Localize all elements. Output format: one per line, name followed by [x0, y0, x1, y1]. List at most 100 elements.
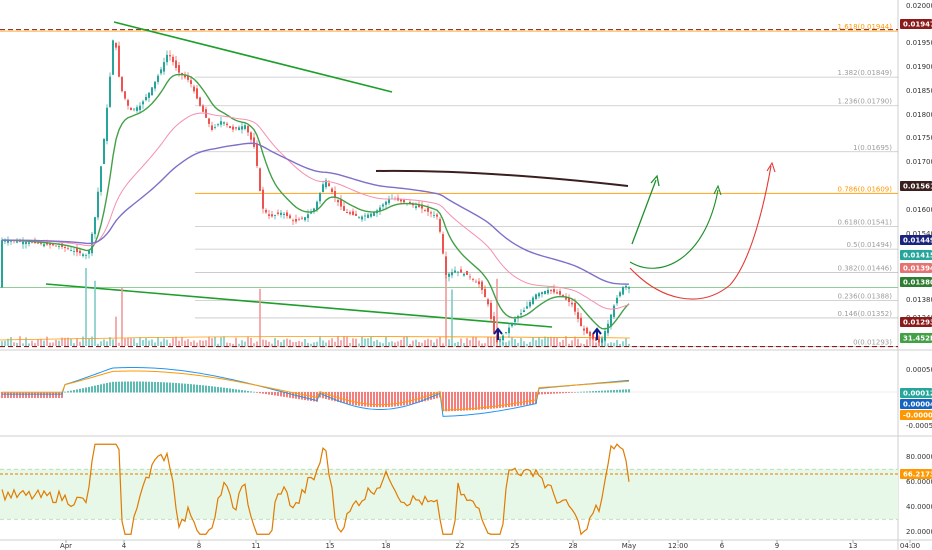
macd-histogram-bar	[601, 390, 603, 393]
macd-histogram-bar	[64, 391, 66, 393]
volume-bar	[274, 337, 276, 346]
candle-body	[367, 214, 369, 218]
candle-body	[280, 212, 282, 215]
candle-body	[118, 45, 120, 77]
volume-bar	[487, 336, 489, 346]
resistance-curve	[375, 169, 629, 187]
macd-panel	[0, 367, 898, 417]
macd-histogram-bar	[103, 383, 105, 393]
volume-bar	[412, 340, 414, 346]
candle-body	[559, 291, 561, 295]
macd-histogram-bar	[340, 392, 342, 403]
volume-bar	[538, 337, 540, 346]
volume-bar	[109, 337, 111, 346]
macd-histogram-bar	[409, 392, 411, 405]
macd-tag	[900, 410, 932, 420]
macd-histogram-bar	[196, 384, 198, 393]
volume-bar	[358, 343, 360, 346]
macd-tick-label: -0.00050	[906, 422, 932, 430]
volume-bar	[463, 343, 465, 346]
volume-bar	[202, 340, 204, 346]
macd-histogram-bar	[88, 386, 90, 393]
volume-bar	[169, 343, 171, 346]
macd-histogram-bar	[67, 391, 69, 393]
candle-body	[532, 297, 534, 305]
candle-body	[556, 292, 558, 294]
macd-histogram-bar	[457, 392, 459, 411]
macd-histogram-bar	[241, 390, 243, 393]
volume-ma	[0, 336, 631, 341]
macd-histogram-bar	[442, 392, 444, 412]
macd-histogram-bar	[388, 392, 390, 407]
macd-histogram-bar	[187, 383, 189, 393]
volume-bar	[343, 336, 345, 346]
price-tag	[900, 317, 932, 327]
candle-body	[289, 215, 291, 219]
volume-bar	[559, 342, 561, 346]
candle-body	[265, 210, 267, 213]
candle-body	[457, 271, 459, 273]
candle-body	[337, 199, 339, 203]
volume-bar	[325, 342, 327, 346]
macd-histogram-bar	[352, 392, 354, 405]
candle-body	[487, 299, 489, 305]
volume-bar	[514, 339, 516, 346]
macd-histogram-bar	[619, 389, 621, 393]
fib-label: 0.5(0.01494)	[846, 241, 892, 249]
volume-bar	[277, 340, 279, 346]
macd-histogram-bar	[622, 389, 624, 393]
macd-histogram-bar	[184, 383, 186, 393]
candle-body	[268, 214, 270, 216]
macd-histogram-bar	[544, 392, 546, 395]
candle-body	[49, 243, 51, 245]
candle-body	[433, 215, 435, 216]
macd-histogram-bar	[454, 392, 456, 412]
candle-body	[52, 244, 54, 246]
candle-body	[421, 204, 423, 209]
macd-histogram-bar	[118, 381, 120, 393]
time-tick-label: Apr	[60, 542, 72, 550]
macd-histogram-bar	[526, 392, 528, 405]
candle-body	[355, 213, 357, 216]
macd-tag-text: 0.00004	[903, 401, 932, 409]
candle-body	[22, 241, 24, 245]
candle-body	[400, 199, 402, 202]
volume-bar	[457, 341, 459, 346]
macd-tag	[900, 388, 932, 398]
macd-histogram-bar	[58, 392, 60, 398]
macd-histogram-bar	[553, 392, 555, 394]
volume-bar	[286, 338, 288, 346]
candle-body	[271, 214, 273, 217]
volume-bar	[268, 341, 270, 346]
candle-body	[448, 273, 450, 277]
macd-histogram-bar	[142, 381, 144, 393]
macd-histogram-bar	[208, 385, 210, 393]
volume-bar	[97, 343, 99, 346]
macd-histogram-bar	[298, 392, 300, 400]
time-tick-label: May	[622, 542, 636, 550]
macd-histogram-bar	[136, 381, 138, 393]
candle-body	[553, 289, 555, 293]
volume-bar	[127, 337, 129, 346]
volume-bar	[472, 336, 474, 346]
macd-histogram-bar	[91, 386, 93, 393]
candle-body	[451, 272, 453, 276]
macd-histogram-bar	[595, 390, 597, 393]
volume-bar	[40, 338, 42, 346]
macd-histogram-bar	[109, 382, 111, 393]
rsi-line	[1, 443, 630, 536]
volume-bar	[505, 342, 507, 346]
candle-body	[229, 126, 231, 129]
volume-bar	[10, 337, 12, 346]
time-tick-label: 22	[456, 542, 465, 550]
macd-histogram-bar	[43, 392, 45, 398]
macd-histogram-bar	[448, 392, 450, 412]
volume-bar	[193, 340, 195, 346]
macd-histogram-bar	[289, 392, 291, 398]
candle-body	[55, 245, 57, 247]
volume-bar	[184, 340, 186, 346]
